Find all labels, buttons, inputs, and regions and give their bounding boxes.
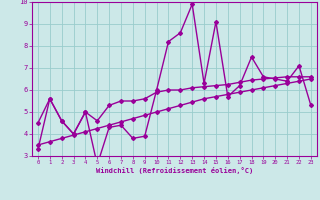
X-axis label: Windchill (Refroidissement éolien,°C): Windchill (Refroidissement éolien,°C) <box>96 167 253 174</box>
